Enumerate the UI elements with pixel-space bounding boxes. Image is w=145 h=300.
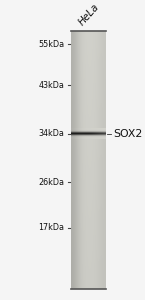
Text: 26kDa: 26kDa bbox=[39, 178, 65, 187]
Text: 34kDa: 34kDa bbox=[39, 129, 65, 138]
Text: 17kDa: 17kDa bbox=[39, 223, 65, 232]
Text: 43kDa: 43kDa bbox=[39, 81, 65, 90]
Text: HeLa: HeLa bbox=[76, 2, 101, 28]
Text: 55kDa: 55kDa bbox=[38, 40, 65, 49]
Text: SOX2: SOX2 bbox=[114, 129, 143, 139]
